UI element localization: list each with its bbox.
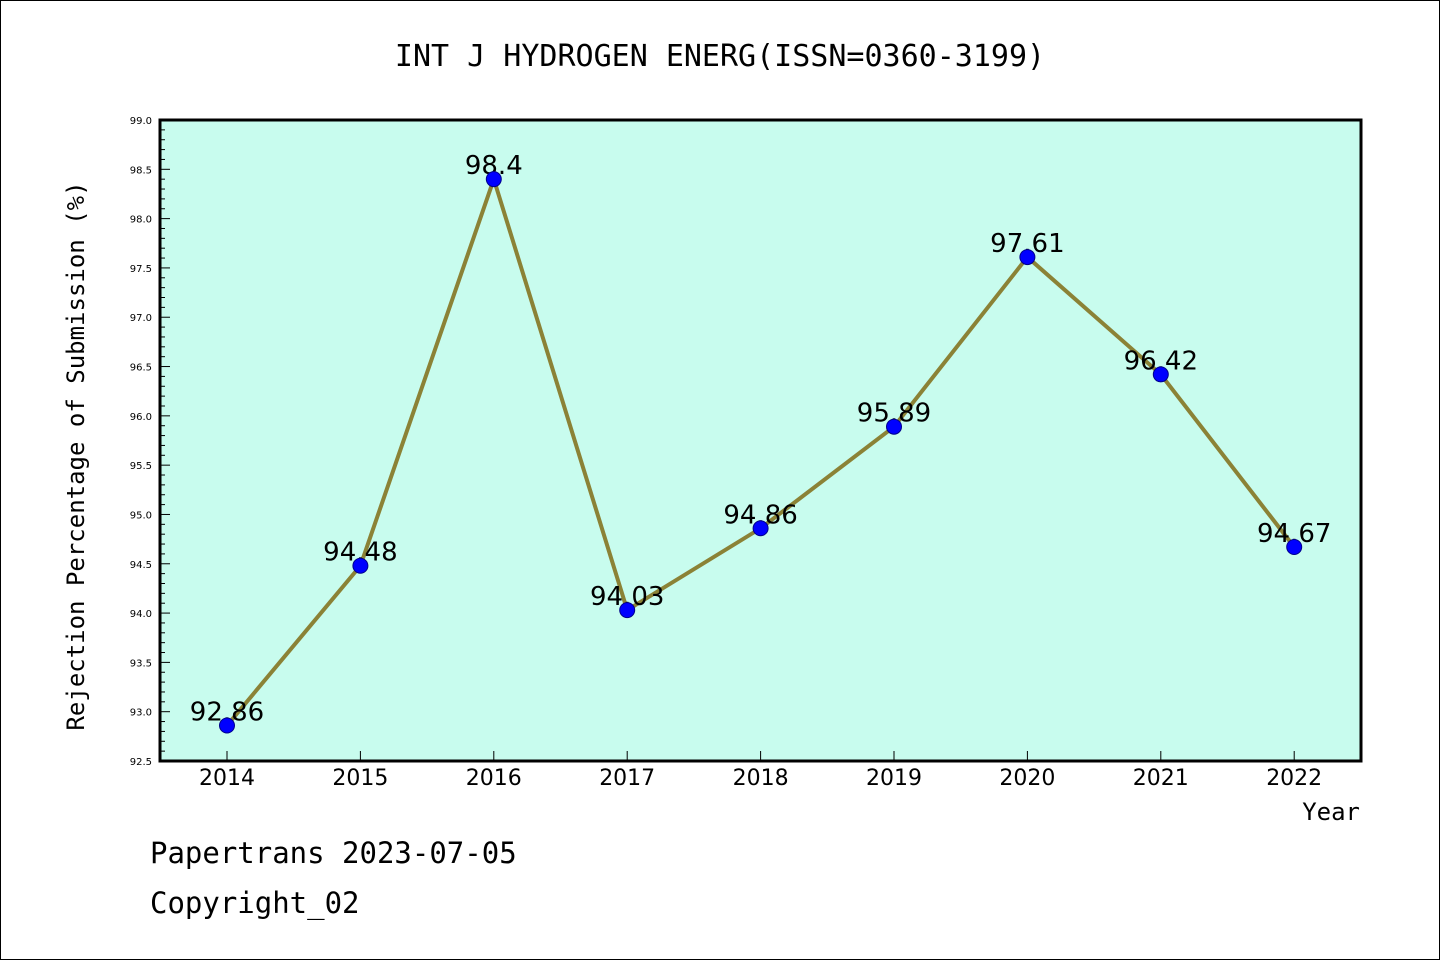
y-tick-label: 93.5	[130, 658, 152, 669]
footer-copyright: Copyright_02	[150, 886, 360, 920]
data-point-marker	[1286, 539, 1303, 556]
x-axis-ticks: 2014 2015 2016 2017 2018 2019 2020 2021 2022	[199, 751, 1322, 791]
y-tick-label: 96.0	[130, 412, 152, 423]
plot-border	[158, 118, 1363, 763]
data-point-marker	[752, 520, 769, 537]
data-point-marker	[886, 418, 902, 435]
x-tick-label: 2014	[199, 766, 255, 791]
series-line-group: 92.8694.4898.494.0394.8695.8997.6196.429…	[190, 151, 1331, 734]
y-axis-label: Rejection Percentage of Submission (%)	[62, 181, 90, 730]
x-tick-label: 2016	[466, 766, 522, 791]
y-tick-label: 93.0	[130, 708, 152, 719]
x-tick-label: 2022	[1266, 766, 1322, 791]
x-tick-label: 2019	[866, 766, 922, 791]
data-point-marker	[619, 602, 636, 619]
y-tick-label: 96.5	[130, 363, 152, 374]
data-point-marker	[1019, 249, 1036, 266]
data-point-marker	[219, 717, 235, 734]
y-tick-label: 94.0	[130, 609, 152, 620]
y-tick-label: 94.5	[130, 560, 152, 571]
x-tick-label: 2018	[733, 766, 789, 791]
footer-source-date: Papertrans 2023-07-05	[150, 836, 517, 870]
plot-area	[160, 120, 1361, 761]
y-tick-label: 95.5	[130, 461, 152, 472]
x-axis-label: Year	[1302, 798, 1360, 826]
x-tick-label: 2017	[599, 766, 655, 791]
x-tick-label: 2020	[999, 766, 1055, 791]
chart-title: INT J HYDROGEN ENERG(ISSN=0360-3199)	[395, 39, 1045, 74]
y-tick-label: 99.0	[130, 116, 152, 127]
x-tick-label: 2021	[1133, 766, 1189, 791]
y-tick-label: 98.0	[130, 215, 152, 226]
y-tick-label: 92.5	[130, 757, 152, 768]
x-tick-label: 2015	[332, 766, 388, 791]
data-point-marker	[352, 557, 369, 574]
y-tick-label: 97.0	[130, 313, 152, 324]
y-tick-label: 95.0	[130, 510, 152, 521]
data-point-marker	[1152, 366, 1169, 383]
y-tick-label: 98.5	[130, 165, 152, 176]
y-tick-label: 97.5	[130, 264, 152, 275]
data-point-marker	[485, 171, 502, 188]
